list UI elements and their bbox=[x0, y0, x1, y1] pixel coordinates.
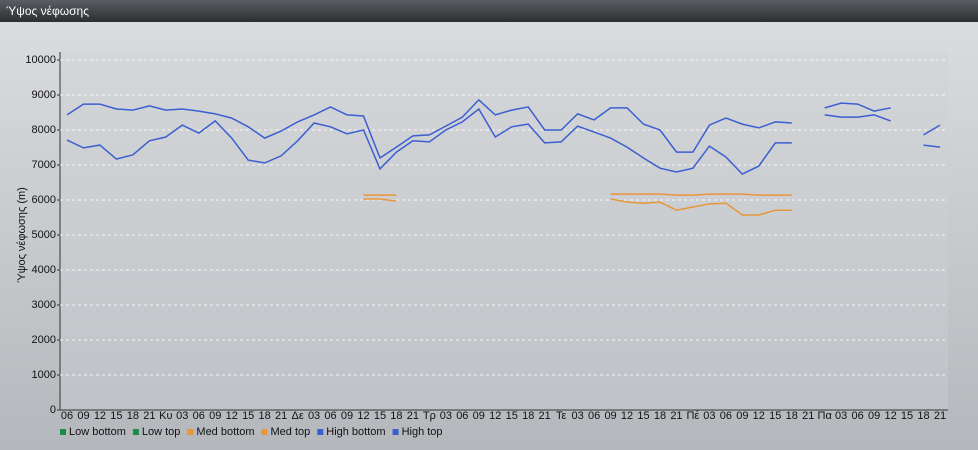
x-tick-label: 12 bbox=[753, 410, 765, 422]
x-tick-label: Πέ bbox=[686, 410, 699, 422]
x-tick-label: 09 bbox=[473, 410, 485, 422]
x-tick-label: 15 bbox=[374, 410, 386, 422]
header bbox=[0, 0, 978, 22]
legend-swatch bbox=[392, 429, 399, 435]
x-tick-label: 03 bbox=[571, 410, 583, 422]
x-tick-label: 15 bbox=[242, 410, 254, 422]
y-tick-label: 8000 bbox=[32, 124, 56, 136]
x-tick-label: 15 bbox=[769, 410, 781, 422]
x-tick-label: 09 bbox=[868, 410, 880, 422]
x-tick-label: 03 bbox=[308, 410, 320, 422]
x-tick-label: 12 bbox=[489, 410, 501, 422]
x-tick-label: 09 bbox=[341, 410, 353, 422]
legend-label: High bottom bbox=[326, 426, 385, 438]
x-tick-label: 09 bbox=[736, 410, 748, 422]
x-tick-label: 21 bbox=[802, 410, 814, 422]
x-tick-label: 06 bbox=[720, 410, 732, 422]
x-tick-label: Κυ bbox=[159, 410, 172, 422]
legend-label: Med bottom bbox=[196, 426, 254, 438]
y-tick-label: 9000 bbox=[32, 89, 56, 101]
series-line bbox=[363, 193, 792, 196]
legend-swatch bbox=[261, 429, 268, 435]
series-line bbox=[66, 107, 941, 176]
x-tick-label: 06 bbox=[61, 410, 73, 422]
legend-swatch bbox=[187, 429, 194, 435]
x-tick-label: 12 bbox=[94, 410, 106, 422]
x-tick-label: 21 bbox=[275, 410, 287, 422]
x-tick-label: 18 bbox=[259, 410, 271, 422]
x-tick-label: Πα bbox=[818, 410, 833, 422]
x-tick-label: 15 bbox=[637, 410, 649, 422]
x-tick-label: 09 bbox=[604, 410, 616, 422]
series-line bbox=[363, 198, 792, 216]
y-tick-label: 4000 bbox=[32, 264, 56, 276]
x-tick-label: 18 bbox=[917, 410, 929, 422]
x-tick-label: 03 bbox=[835, 410, 847, 422]
y-tick-label: 1000 bbox=[32, 369, 56, 381]
x-tick-label: 18 bbox=[522, 410, 534, 422]
x-tick-label: 15 bbox=[901, 410, 913, 422]
x-tick-label: 06 bbox=[852, 410, 864, 422]
legend-swatch bbox=[60, 429, 66, 435]
x-tick-label: Δε bbox=[291, 410, 303, 422]
x-tick-label: 21 bbox=[407, 410, 419, 422]
x-tick-label: Τρ bbox=[423, 410, 436, 422]
y-tick-label: 5000 bbox=[32, 229, 56, 241]
y-axis-label: Ύψος νέφωσης (m) bbox=[16, 187, 28, 283]
header-title: Ύψος νέφωσης bbox=[6, 4, 89, 18]
x-tick-label: 09 bbox=[209, 410, 221, 422]
x-tick-label: 12 bbox=[621, 410, 633, 422]
legend-label: Low bottom bbox=[69, 426, 126, 438]
x-tick-label: Τε bbox=[556, 410, 567, 422]
x-tick-label: 21 bbox=[670, 410, 682, 422]
legend-swatch bbox=[132, 429, 139, 435]
x-tick-label: 06 bbox=[588, 410, 600, 422]
x-tick-label: 18 bbox=[390, 410, 402, 422]
legend-label: High top bbox=[402, 426, 443, 438]
y-tick-label: 10000 bbox=[25, 54, 56, 66]
y-tick-label: 0 bbox=[50, 404, 56, 416]
x-tick-label: 12 bbox=[226, 410, 238, 422]
y-tick-label: 7000 bbox=[32, 159, 56, 171]
x-tick-label: 12 bbox=[884, 410, 896, 422]
x-tick-label: 18 bbox=[127, 410, 139, 422]
x-tick-label: 21 bbox=[143, 410, 155, 422]
x-tick-label: 21 bbox=[934, 410, 946, 422]
y-tick-label: 2000 bbox=[32, 334, 56, 346]
x-tick-label: 15 bbox=[110, 410, 122, 422]
y-tick-label: 3000 bbox=[32, 299, 56, 311]
x-tick-label: 12 bbox=[357, 410, 369, 422]
x-tick-label: 18 bbox=[654, 410, 666, 422]
x-tick-label: 15 bbox=[506, 410, 518, 422]
x-tick-label: 06 bbox=[193, 410, 205, 422]
x-tick-label: 03 bbox=[703, 410, 715, 422]
x-tick-label: 06 bbox=[456, 410, 468, 422]
x-tick-label: 09 bbox=[77, 410, 89, 422]
y-tick-label: 6000 bbox=[32, 194, 56, 206]
legend-label: Med top bbox=[271, 426, 311, 438]
legend-label: Low top bbox=[142, 426, 181, 438]
legend-swatch bbox=[317, 429, 324, 435]
x-tick-label: 03 bbox=[440, 410, 452, 422]
series-line bbox=[66, 98, 941, 160]
x-tick-label: 06 bbox=[324, 410, 336, 422]
x-tick-label: 21 bbox=[539, 410, 551, 422]
x-tick-label: 18 bbox=[786, 410, 798, 422]
plot-area bbox=[60, 52, 948, 410]
x-tick-label: 03 bbox=[176, 410, 188, 422]
